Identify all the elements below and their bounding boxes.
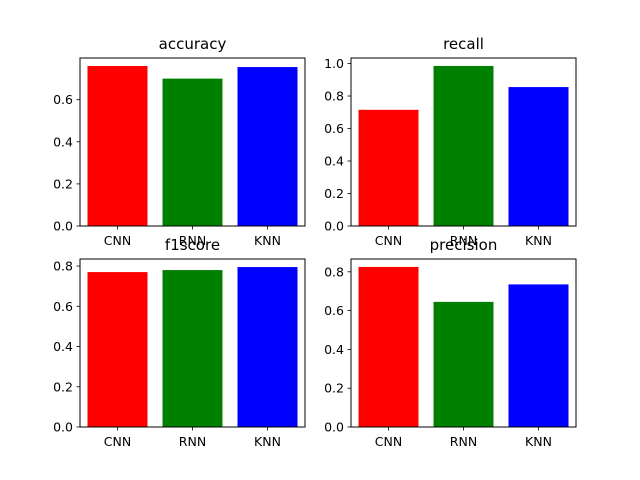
x-tick-label: CNN — [104, 434, 131, 449]
axes-frame — [79, 57, 306, 227]
bar-knn — [237, 267, 298, 427]
accuracy-subplot: 0.0 0.2 0.4 0.6 CNN RNN KNN accuracy — [53, 35, 306, 248]
bar-knn — [508, 87, 569, 226]
f1score-subplot: 0.0 0.2 0.4 0.6 0.8 CNN RNN KNN f1score — [53, 236, 306, 449]
bar-knn — [237, 67, 298, 226]
precision-subplot: 0.0 0.2 0.4 0.6 0.8 CNN RNN KNN precision — [324, 236, 577, 449]
bar-cnn — [87, 272, 148, 427]
y-tick-label: 0.4 — [53, 339, 73, 354]
x-tick-label: KNN — [254, 434, 281, 449]
y-tick-label: 0.6 — [324, 121, 344, 136]
x-tick-label: CNN — [375, 434, 402, 449]
y-tick-label: 0.6 — [53, 92, 73, 107]
y-tick-label: 0.6 — [324, 303, 344, 318]
y-tick-label: 0.0 — [324, 420, 344, 435]
y-tick-label: 0.4 — [324, 342, 344, 357]
bar-cnn — [358, 109, 419, 226]
bar-rnn — [433, 65, 494, 227]
y-tick-label: 0.0 — [53, 420, 73, 435]
bar-rnn — [162, 270, 223, 427]
x-tick-label: KNN — [525, 233, 552, 248]
y-tick-label: 0.6 — [53, 299, 73, 314]
bar-knn — [508, 284, 569, 427]
x-tick-label: RNN — [450, 434, 477, 449]
axes-frame — [79, 258, 306, 428]
bar-rnn — [433, 301, 494, 427]
y-tick-label: 0.8 — [324, 89, 344, 104]
y-tick-label: 0.8 — [53, 259, 73, 274]
y-tick-label: 0.2 — [53, 379, 73, 394]
bar-rnn — [162, 78, 223, 226]
x-tick-label: CNN — [104, 233, 131, 248]
x-tick-label: KNN — [254, 233, 281, 248]
axes-frame — [350, 57, 577, 227]
subplot-title: accuracy — [159, 35, 227, 53]
y-tick-label: 0.2 — [53, 176, 73, 191]
bar-cnn — [87, 66, 148, 226]
x-tick-label: RNN — [179, 233, 206, 248]
y-tick-label: 0.0 — [324, 219, 344, 234]
y-tick-label: 0.4 — [324, 154, 344, 169]
axes-frame — [350, 258, 577, 428]
x-tick-label: CNN — [375, 233, 402, 248]
subplot-title: recall — [443, 35, 484, 53]
x-tick-label: RNN — [450, 233, 477, 248]
recall-subplot: 0.0 0.2 0.4 0.6 0.8 1.0 CNN RNN KNN recall — [324, 35, 577, 248]
subplot-title: precision — [430, 236, 498, 254]
y-tick-label: 0.8 — [324, 264, 344, 279]
y-tick-label: 0.0 — [53, 219, 73, 234]
bar-cnn — [358, 266, 419, 427]
subplot-title: f1score — [165, 236, 220, 254]
y-tick-label: 0.2 — [324, 381, 344, 396]
y-tick-label: 1.0 — [324, 56, 344, 71]
y-tick-label: 0.4 — [53, 134, 73, 149]
x-tick-label: RNN — [179, 434, 206, 449]
x-tick-label: KNN — [525, 434, 552, 449]
y-tick-label: 0.2 — [324, 186, 344, 201]
